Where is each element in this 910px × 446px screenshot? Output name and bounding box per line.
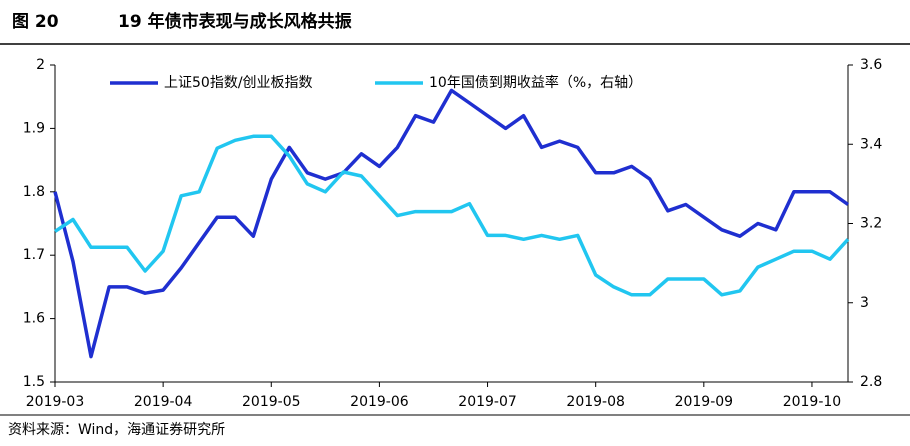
y2-tick-label: 3.4	[860, 136, 882, 152]
x-tick-label: 2019-03	[26, 394, 85, 410]
x-tick-label: 2019-08	[566, 394, 625, 410]
y2-tick-label: 3.6	[860, 57, 882, 73]
legend-label: 上证50指数/创业板指数	[164, 75, 313, 91]
x-tick-label: 2019-09	[675, 394, 734, 410]
y2-tick-label: 2.8	[860, 374, 882, 390]
y-tick-label: 1.6	[23, 311, 45, 327]
source: 资料来源：Wind，海通证券研究所	[8, 422, 225, 438]
x-tick-label: 2019-06	[350, 394, 409, 410]
y-tick-label: 1.5	[23, 374, 45, 390]
x-tick-label: 2019-04	[134, 394, 193, 410]
y-tick-label: 1.7	[23, 247, 45, 263]
chart-title: 19 年债市表现与成长风格共振	[118, 11, 352, 32]
series-line	[53, 88, 850, 359]
y-tick-label: 2	[36, 57, 45, 73]
y2-tick-label: 3	[860, 295, 869, 311]
x-tick-label: 2019-10	[783, 394, 842, 410]
x-tick-label: 2019-07	[458, 394, 517, 410]
y-tick-label: 1.9	[23, 120, 45, 136]
x-tick-label: 2019-05	[242, 394, 301, 410]
y2-tick-label: 3.2	[860, 216, 882, 232]
legend-label: 10年国债到期收益率（%，右轴）	[429, 74, 642, 91]
y-tick-label: 1.8	[23, 184, 45, 200]
series-line	[54, 134, 850, 297]
figure-label: 图 20	[12, 12, 59, 32]
